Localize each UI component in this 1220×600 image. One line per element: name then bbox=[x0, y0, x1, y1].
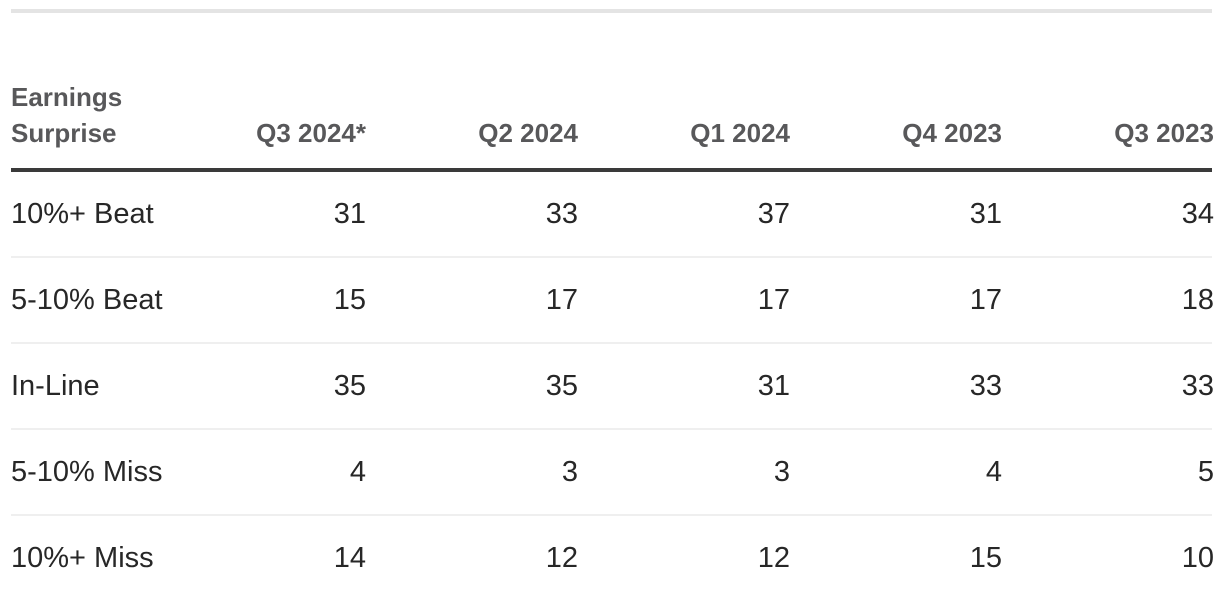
table-row-10pct-miss: 10%+ Miss 14 12 12 15 10 bbox=[11, 516, 1214, 600]
cell-value: 17 bbox=[545, 283, 578, 316]
cell-value: 33 bbox=[545, 197, 578, 230]
cell-value: 12 bbox=[545, 541, 578, 574]
cell-value: 15 bbox=[333, 283, 366, 316]
cell-value: 34 bbox=[1181, 197, 1214, 230]
cell-value: 31 bbox=[333, 197, 366, 230]
cell-value: 12 bbox=[757, 541, 790, 574]
cell-value: 35 bbox=[333, 369, 366, 402]
cell-value: 10 bbox=[1181, 541, 1214, 574]
cell-value: 31 bbox=[757, 369, 790, 402]
row-label: 10%+ Beat bbox=[11, 197, 154, 230]
column-header-q2-2024: Q2 2024 bbox=[478, 118, 578, 148]
table-row-in-line: In-Line 35 35 31 33 33 bbox=[11, 344, 1214, 430]
cell-value: 4 bbox=[349, 455, 366, 488]
cell-value: 31 bbox=[969, 197, 1002, 230]
cell-value: 18 bbox=[1181, 283, 1214, 316]
table-container: Earnings Surprise Q3 2024* Q2 2024 Q1 20… bbox=[11, 9, 1214, 600]
row-label: 5-10% Miss bbox=[11, 455, 163, 488]
table-row-5-10pct-beat: 5-10% Beat 15 17 17 17 18 bbox=[11, 258, 1214, 344]
table-header-row: Earnings Surprise Q3 2024* Q2 2024 Q1 20… bbox=[11, 13, 1214, 172]
column-header-q4-2023: Q4 2023 bbox=[902, 118, 1002, 148]
cell-value: 14 bbox=[333, 541, 366, 574]
row-label: In-Line bbox=[11, 369, 100, 402]
cell-value: 3 bbox=[773, 455, 790, 488]
column-header-q3-2023: Q3 2023 bbox=[1114, 118, 1214, 148]
table-row-5-10pct-miss: 5-10% Miss 4 3 3 4 5 bbox=[11, 430, 1214, 516]
top-divider bbox=[11, 9, 1212, 13]
cell-value: 33 bbox=[969, 369, 1002, 402]
cell-value: 15 bbox=[969, 541, 1002, 574]
column-header-q1-2024: Q1 2024 bbox=[690, 118, 790, 148]
cell-value: 37 bbox=[757, 197, 790, 230]
row-label: 5-10% Beat bbox=[11, 283, 163, 316]
cell-value: 17 bbox=[757, 283, 790, 316]
cell-value: 35 bbox=[545, 369, 578, 402]
table-row-10pct-beat: 10%+ Beat 31 33 37 31 34 bbox=[11, 172, 1214, 258]
cell-value: 5 bbox=[1197, 455, 1214, 488]
corner-header-earnings-surprise: Earnings Surprise bbox=[11, 82, 123, 148]
cell-value: 3 bbox=[561, 455, 578, 488]
cell-value: 33 bbox=[1181, 369, 1214, 402]
column-header-q3-2024: Q3 2024* bbox=[256, 118, 366, 148]
cell-value: 17 bbox=[969, 283, 1002, 316]
row-label: 10%+ Miss bbox=[11, 541, 154, 574]
cell-value: 4 bbox=[985, 455, 1002, 488]
